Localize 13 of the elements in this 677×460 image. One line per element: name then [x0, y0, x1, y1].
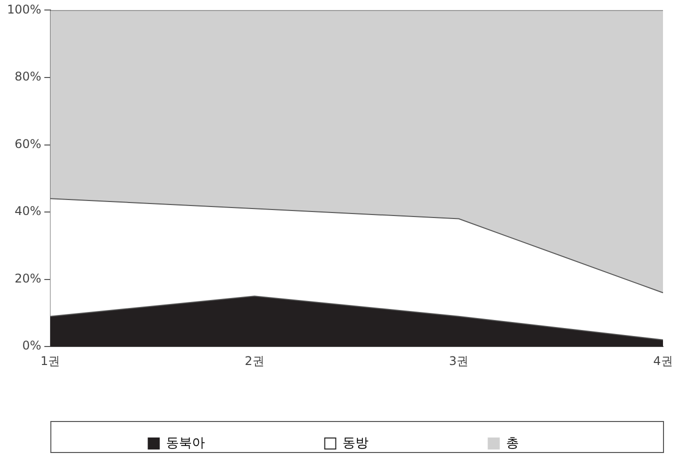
y-tick-label: 40% [14, 204, 42, 218]
y-tick-label: 100% [6, 2, 42, 16]
x-tick-label: 1권 [40, 354, 60, 368]
x-tick-label: 3권 [448, 354, 469, 368]
x-tick-label: 4권 [653, 354, 673, 368]
y-tick-label: 80% [14, 70, 42, 84]
legend-label: 동북아 [166, 436, 309, 451]
legend-label: 동방 [342, 436, 472, 451]
x-tick-label: 2권 [244, 354, 264, 368]
y-tick-label: 0% [22, 338, 42, 353]
legend-label: 총 [506, 436, 519, 451]
y-tick-label: 60% [14, 136, 42, 151]
y-tick-label: 20% [14, 271, 42, 286]
